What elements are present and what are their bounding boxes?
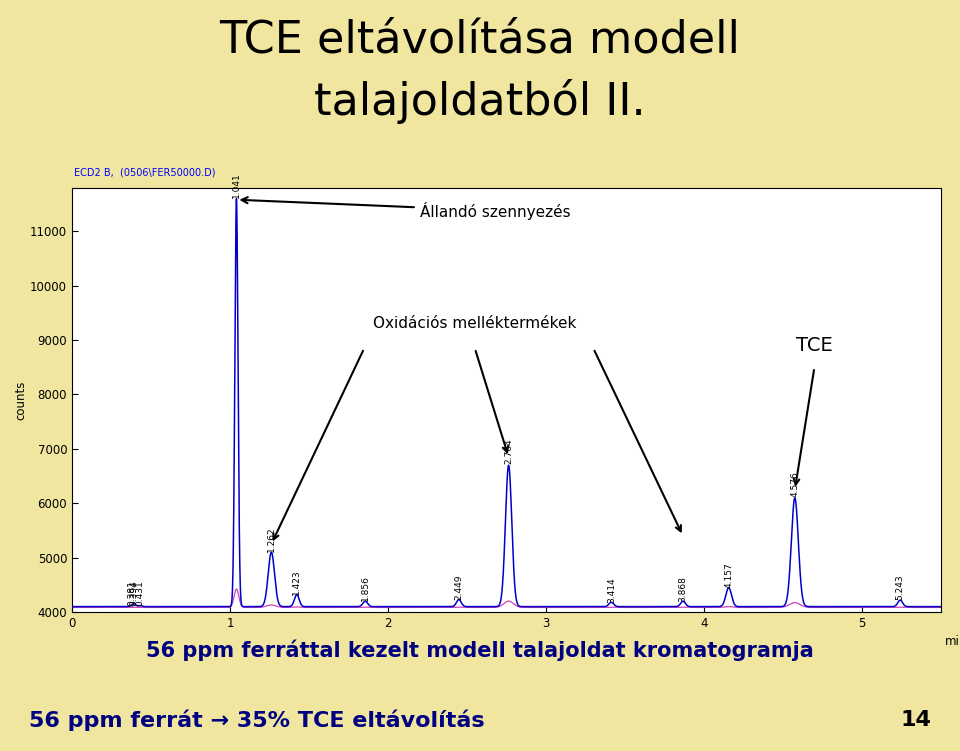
- Text: 1.423: 1.423: [292, 569, 301, 595]
- Text: 4.576: 4.576: [790, 472, 800, 497]
- Text: TCE eltávolítása modell: TCE eltávolítása modell: [220, 19, 740, 62]
- Text: 1.262: 1.262: [267, 526, 276, 551]
- Text: 1.041: 1.041: [232, 172, 241, 198]
- Y-axis label: counts: counts: [14, 380, 27, 420]
- Text: min: min: [946, 635, 960, 648]
- Text: 3.414: 3.414: [607, 577, 615, 602]
- Text: 0.431: 0.431: [135, 581, 145, 606]
- Text: Állandó szennyezés: Állandó szennyezés: [242, 197, 570, 219]
- Text: 3.868: 3.868: [679, 576, 687, 602]
- Text: 56 ppm ferrát → 35% TCE eltávolítás: 56 ppm ferrát → 35% TCE eltávolítás: [29, 710, 485, 731]
- Text: 5.243: 5.243: [896, 575, 904, 601]
- Text: ECD2 B,  (0506\FER50000.D): ECD2 B, (0506\FER50000.D): [74, 167, 215, 177]
- Text: 4.157: 4.157: [724, 562, 733, 588]
- Text: 56 ppm ferráttal kezelt modell talajoldat kromatogramja: 56 ppm ferráttal kezelt modell talajolda…: [146, 640, 814, 662]
- Text: TCE: TCE: [796, 336, 833, 355]
- Text: 0.394: 0.394: [130, 581, 139, 606]
- Text: 0.381: 0.381: [128, 580, 136, 606]
- Text: 14: 14: [900, 710, 931, 730]
- Text: 1.856: 1.856: [361, 575, 370, 602]
- Text: 2.449: 2.449: [454, 575, 464, 600]
- Text: Oxidációs melléktermékek: Oxidációs melléktermékek: [373, 316, 577, 331]
- Text: talajoldatból II.: talajoldatból II.: [314, 79, 646, 124]
- Text: 2.764: 2.764: [504, 439, 513, 464]
